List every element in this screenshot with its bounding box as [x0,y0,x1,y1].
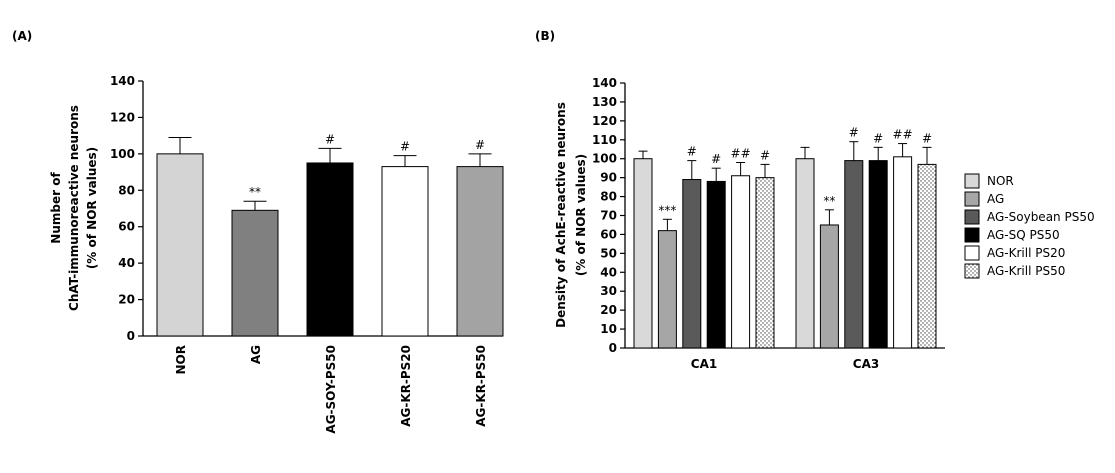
legend-swatch [964,245,980,261]
legend-label: NOR [987,174,1014,188]
significance-label: # [849,126,859,140]
y-tick-label: 0 [609,341,617,355]
y-tick-label: 10 [600,322,617,336]
x-tick-label: CA1 [691,357,717,371]
error-bar [873,146,883,161]
significance-label: ** [249,185,261,199]
y-tick-label: 20 [600,303,617,317]
y-axis-label: Number of [49,172,63,244]
legend-swatch [964,227,980,243]
y-axis-label: ChAT-immunoreactive neurons [67,105,81,311]
error-bar [824,209,834,225]
panel-label: (B) [535,29,555,43]
bar [657,230,677,349]
y-tick-label: 90 [600,171,617,185]
significance-label: # [475,138,485,152]
y-tick-label: 140 [110,74,135,88]
bar [231,209,279,337]
bar [917,163,937,349]
error-bar [711,167,721,182]
error-bar [760,163,770,178]
y-axis-label: (% of NOR values) [574,154,588,276]
error-bar [922,146,932,165]
bar [819,224,839,349]
x-tick-label: AG-KR-PS20 [399,345,413,427]
legend-swatch [964,209,980,225]
bar [306,162,354,337]
legend-label: AG [987,192,1004,206]
error-bar [243,200,267,211]
y-tick-label: 130 [592,95,617,109]
significance-label: # [760,148,770,162]
bar [156,153,204,337]
legend-swatch [964,191,980,207]
y-tick-label: 60 [118,220,135,234]
significance-label: # [325,132,335,146]
y-tick-label: 60 [600,227,617,241]
y-axis-label: (% of NOR values) [85,147,99,269]
x-tick-label: AG [249,345,263,364]
significance-label: # [687,145,697,159]
x-tick-label: CA3 [853,357,879,371]
y-tick-label: 40 [600,265,617,279]
error-bar [849,141,859,161]
significance-label: # [922,131,932,145]
bar [755,177,775,349]
legend-label: AG-Krill PS50 [987,264,1065,278]
bar [706,180,726,349]
bar [795,158,815,349]
bar [868,160,888,349]
y-tick-label: 120 [592,114,617,128]
error-bar [393,155,417,167]
bar [844,160,864,349]
error-bar [662,218,672,231]
legend-label: AG-SQ PS50 [987,228,1060,242]
y-tick-label: 0 [127,329,135,343]
bar [682,179,702,349]
x-tick-label: NOR [174,345,188,374]
y-tick-label: 40 [118,256,135,270]
significance-label: # [873,131,883,145]
y-tick-label: 20 [118,293,135,307]
bar [633,158,653,349]
y-tick-label: 100 [110,147,135,161]
y-tick-label: 110 [592,133,617,147]
x-tick-label: AG-SOY-PS50 [324,345,338,434]
bar [381,166,429,337]
y-tick-label: 70 [600,209,617,223]
significance-label: *** [658,203,676,217]
panel-label: (A) [12,29,32,43]
error-bar [736,162,746,176]
error-bar [168,136,192,154]
significance-label: # [711,152,721,166]
significance-label: ## [731,147,751,161]
legend-label: AG-Krill PS20 [987,246,1065,260]
legend-label: AG-Soybean PS50 [987,210,1095,224]
error-bar [687,160,697,180]
significance-label: # [400,140,410,154]
y-tick-label: 80 [600,190,617,204]
bar [456,166,504,337]
bar [731,175,751,349]
significance-label: ## [893,128,913,142]
bar [893,156,913,349]
error-bar [800,146,810,159]
error-bar [898,143,908,157]
error-bar [638,150,648,159]
y-tick-label: 80 [118,183,135,197]
y-tick-label: 120 [110,110,135,124]
x-tick-label: AG-KR-PS50 [474,345,488,427]
error-bar [468,153,492,167]
significance-label: ** [823,194,835,208]
y-axis-label: Density of AchE-reactive neurons [554,102,568,328]
y-tick-label: 100 [592,152,617,166]
legend-swatch [964,173,980,189]
y-tick-label: 30 [600,284,617,298]
y-tick-label: 50 [600,246,617,260]
legend-swatch [964,263,980,279]
y-tick-label: 140 [592,76,617,90]
error-bar [318,147,342,163]
